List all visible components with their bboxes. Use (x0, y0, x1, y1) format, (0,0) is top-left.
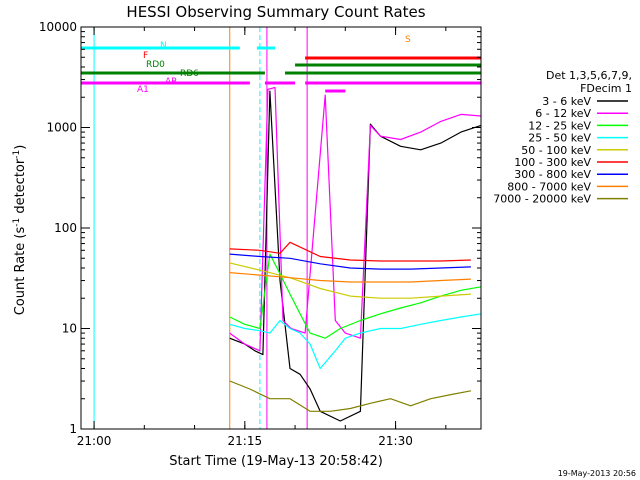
y-tick-label: 1000 (46, 121, 77, 135)
series-line (229, 86, 482, 352)
y-axis-label-mid: detector (13, 158, 28, 218)
series-line (229, 380, 472, 412)
flag-bar-label: AR (165, 77, 177, 87)
y-axis-label-main: Count Rate (s (13, 227, 28, 316)
legend-entry-label: 25 - 50 keV (528, 132, 591, 145)
series-line (229, 262, 471, 299)
series-line (229, 253, 482, 339)
flag-bar-label: RD0 (146, 60, 165, 70)
y-tick-label: 10000 (39, 20, 77, 34)
series-line (229, 253, 471, 270)
legend-entry-label: 6 - 12 keV (535, 107, 591, 120)
flag-bar-label: N (160, 41, 167, 51)
flag-bar-label: S (405, 35, 411, 45)
series-line (229, 272, 471, 283)
legend-entry-label: 12 - 25 keV (528, 119, 591, 132)
flag-bar-label: RD6 (180, 69, 199, 79)
flag-bar-label: F (143, 51, 148, 61)
flag-bar-label: A1 (137, 85, 149, 95)
x-tick-label: 21:00 (77, 434, 112, 448)
legend-header-line1: Det 1,3,5,6,7,9, (546, 69, 632, 82)
legend-entry-label: 800 - 7000 keV (507, 180, 591, 193)
series-line (229, 313, 482, 370)
series-line (229, 241, 471, 262)
legend-entry-label: 3 - 6 keV (542, 95, 591, 108)
legend-entry-label: 100 - 300 keV (514, 156, 591, 169)
legend-entry-label: 50 - 100 keV (521, 144, 591, 157)
y-tick-label: 100 (54, 221, 77, 235)
y-axis-label-end: ) (13, 145, 28, 150)
y-axis-label-exp2: -1 (12, 150, 22, 159)
x-tick-label: 21:30 (378, 434, 413, 448)
y-axis-label-exp1: -1 (12, 218, 22, 227)
legend-entry-label: 300 - 800 keV (514, 168, 591, 181)
y-tick-label: 10 (62, 322, 77, 336)
axes: 21:00 21:15 21:30 1 10 100 1000 10000 (39, 20, 481, 448)
footer-date: 19-May-2013 20:56 (558, 469, 636, 478)
chart-title: HESSI Observing Summary Count Rates (126, 3, 425, 21)
legend-entry-label: 7000 - 20000 keV (493, 193, 591, 206)
legend-header-line2: FDecim 1 (580, 82, 632, 95)
x-tick-label: 21:15 (228, 434, 263, 448)
x-axis-label: Start Time (19-May-13 20:58:42) (169, 454, 383, 469)
y-axis-label: Count Rate (s-1 detector-1) (12, 145, 28, 316)
y-tick-label: 1 (69, 422, 77, 436)
